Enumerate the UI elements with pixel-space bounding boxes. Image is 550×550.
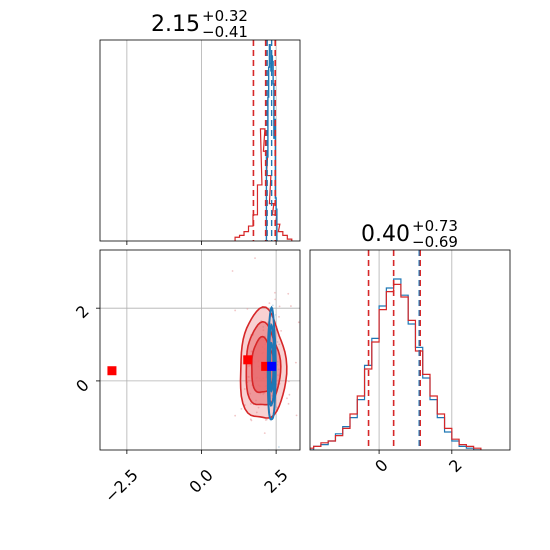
x-tick-labels-param-1: −2.5 0.0 2.5 xyxy=(101,465,292,506)
grid-lines xyxy=(378,250,453,450)
title-param-2-value: 0.40 xyxy=(361,222,410,247)
sample-point xyxy=(234,309,237,312)
sample-point xyxy=(274,298,277,301)
title-param-2-minus: −0.69 xyxy=(412,233,458,251)
sample-point xyxy=(280,330,283,332)
sample-point xyxy=(278,315,280,318)
y-tick-labels-param-2: 0 2 xyxy=(72,301,93,396)
title-param-1-plus: +0.32 xyxy=(202,7,248,25)
title-param-2: 0.40 +0.73 −0.69 xyxy=(361,217,458,251)
sample-point xyxy=(254,257,256,259)
joint-density xyxy=(107,257,321,450)
sample-point xyxy=(278,343,281,346)
sample-point xyxy=(243,388,246,390)
title-param-2-plus: +0.73 xyxy=(412,217,458,235)
sample-point xyxy=(287,292,290,295)
sample-point xyxy=(288,380,290,383)
axes-frame xyxy=(99,249,301,451)
sample-point xyxy=(295,414,298,417)
x-tick-label: 0 xyxy=(371,455,392,476)
sample-point xyxy=(297,321,300,324)
sample-point xyxy=(275,406,278,409)
sample-point xyxy=(240,407,243,410)
axes-frame xyxy=(99,39,301,242)
sample-point xyxy=(268,302,271,304)
histogram-red xyxy=(310,283,482,450)
title-param-1-minus: −0.41 xyxy=(202,23,248,41)
histogram-red xyxy=(234,128,293,241)
joint-panel xyxy=(96,249,321,454)
tick-marks xyxy=(378,450,453,454)
tick-marks xyxy=(126,241,277,245)
marker-red xyxy=(261,361,271,371)
title-param-1: 2.15 +0.32 −0.41 xyxy=(151,7,248,41)
histogram-param-2 xyxy=(310,250,482,450)
sample-point xyxy=(294,361,297,364)
sample-point xyxy=(290,305,292,307)
sample-point xyxy=(288,393,291,396)
marginal-panel-param-1 xyxy=(99,39,301,245)
sample-point xyxy=(264,419,267,421)
sample-point xyxy=(257,406,260,409)
sample-point xyxy=(276,341,279,343)
title-param-1-value: 2.15 xyxy=(151,12,200,37)
marker-blue xyxy=(267,361,277,371)
x-tick-label: 0.0 xyxy=(185,465,216,496)
sample-point xyxy=(271,304,274,307)
y-tick-label: 2 xyxy=(72,301,93,322)
x-tick-labels-param-2: 0 2 xyxy=(371,455,466,476)
histogram-param-1 xyxy=(234,40,293,241)
sample-point xyxy=(278,305,281,308)
sample-point xyxy=(231,270,234,272)
sample-point xyxy=(249,402,252,405)
sample-point xyxy=(234,414,237,417)
x-tick-label: 2.5 xyxy=(260,465,291,496)
sample-point xyxy=(319,353,321,355)
marker-red xyxy=(243,355,253,365)
sample-point xyxy=(263,432,266,435)
sample-point xyxy=(274,291,276,294)
x-tick-label: 2 xyxy=(445,455,466,476)
x-tick-label: −2.5 xyxy=(101,465,142,506)
sample-point xyxy=(246,307,249,310)
sample-point xyxy=(274,314,277,316)
marker-red xyxy=(107,366,117,376)
sample-point xyxy=(277,446,280,448)
sample-point xyxy=(286,397,288,400)
sample-point xyxy=(255,411,258,414)
axes-frame xyxy=(309,249,511,451)
tick-marks xyxy=(96,307,277,454)
sample-point xyxy=(287,402,290,405)
marginal-panel-param-2 xyxy=(309,249,511,454)
y-tick-label: 0 xyxy=(72,375,93,396)
sample-point xyxy=(250,419,253,422)
